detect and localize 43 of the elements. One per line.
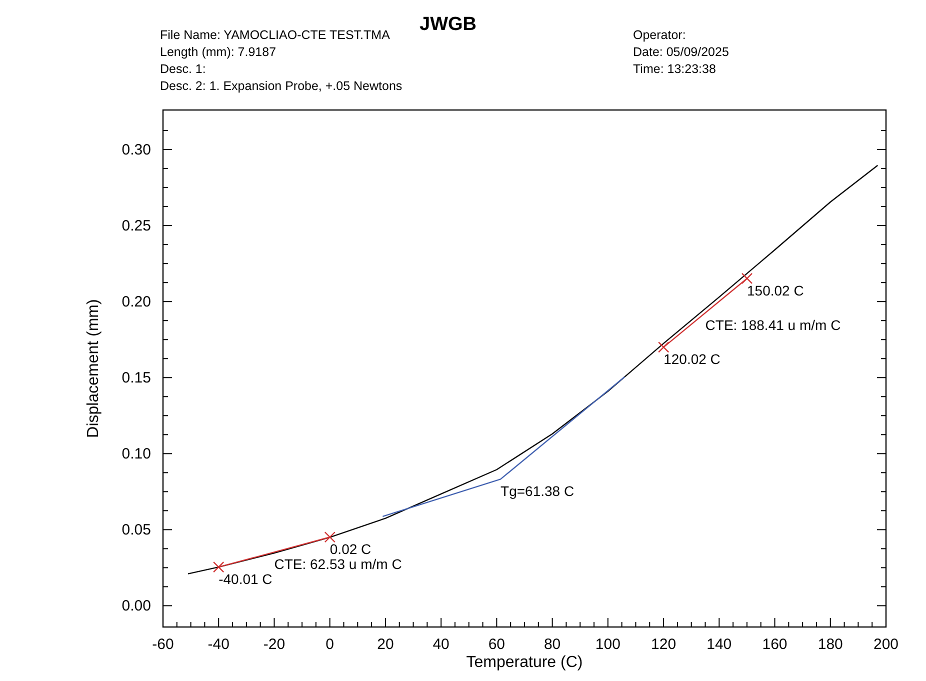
x-tick-label: 60 (488, 636, 506, 653)
x-tick-label: 180 (818, 636, 843, 653)
y-tick-label: 0.20 (122, 294, 151, 311)
x-tick-label: 200 (873, 636, 899, 653)
point (658, 342, 670, 353)
x-tick-label: 140 (706, 636, 732, 653)
annotation: 150.02 C (747, 282, 804, 298)
annotation: CTE: 62.53 u m/m C (274, 556, 402, 572)
line-series (187, 164, 878, 574)
x-tick-label: 20 (377, 636, 394, 653)
text: Operator: (633, 28, 686, 42)
point (212, 561, 224, 573)
annotation: 0.02 C (330, 541, 372, 558)
x-tick-label: 100 (595, 636, 620, 653)
x-tick-label: 40 (432, 636, 450, 653)
y-tick-label: 0.30 (122, 142, 151, 159)
y-tick-label: 0.10 (122, 446, 151, 463)
y-tick-label: 0.25 (122, 218, 151, 235)
point (741, 272, 753, 284)
point (324, 532, 336, 543)
text: Time: 13:23:38 (633, 62, 716, 76)
text: Date: 05/09/2025 (633, 45, 729, 59)
x-tick-label: 160 (762, 636, 788, 653)
y-axis-title: Displacement (mm) (85, 299, 102, 438)
x-tick-label: 120 (651, 636, 676, 653)
text: Desc. 1: (160, 62, 206, 76)
annotation: -40.01 C (218, 571, 272, 588)
x-tick-label: -60 (152, 636, 174, 653)
x-tick-label: 0 (326, 636, 334, 653)
x-tick-label: -20 (263, 636, 286, 653)
y-tick-label: 0.05 (122, 522, 151, 539)
annotation: 120.02 C (664, 351, 720, 368)
annotation: CTE: 188.41 u m/m C (705, 316, 841, 333)
text: Length (mm): 7.9187 (160, 45, 276, 59)
x-tick-label: 80 (544, 636, 561, 653)
y-tick-label: 0.00 (122, 598, 151, 615)
x-axis-title: Temperature (C) (466, 654, 583, 671)
x-tick-label: -40 (208, 636, 230, 653)
chart-title: JWGB (420, 14, 476, 35)
text: File Name: YAMOCLIAO-CTE TEST.TMA (160, 28, 391, 42)
y-tick-label: 0.15 (122, 370, 151, 387)
text: Desc. 2: 1. Expansion Probe, +.05 Newtons (160, 79, 402, 93)
annotation: Tg=61.38 C (500, 483, 574, 500)
